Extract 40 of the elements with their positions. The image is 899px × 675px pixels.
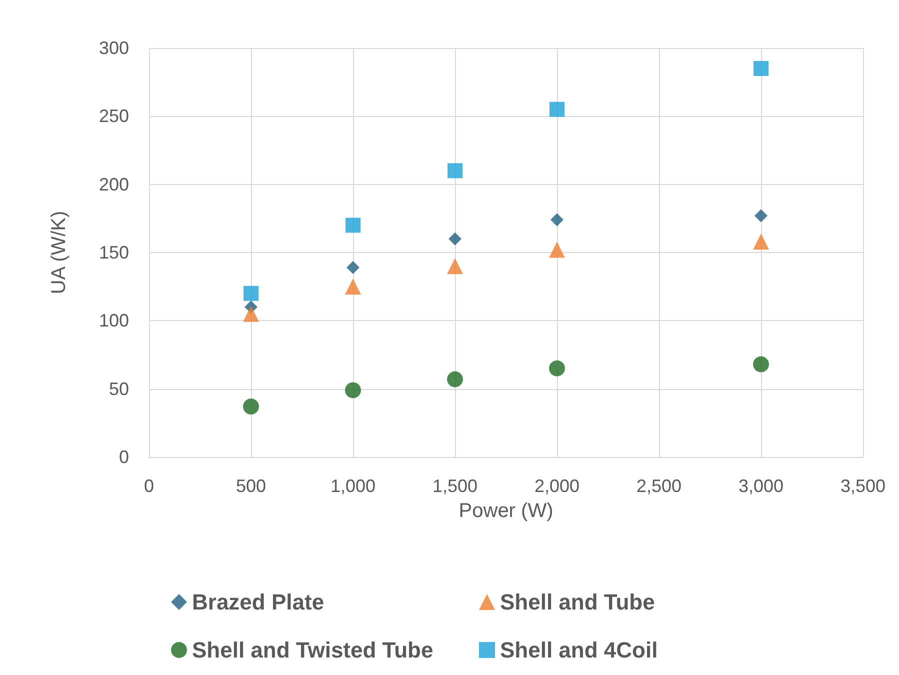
point [754, 209, 768, 222]
point [243, 306, 259, 322]
point [345, 278, 361, 295]
x-tick-label: 3,500 [840, 476, 886, 496]
legend-label: Shell and 4Coil [500, 638, 658, 662]
y-tick-label: 50 [108, 378, 129, 399]
y-tick-label: 200 [98, 174, 129, 194]
point [550, 102, 564, 117]
point [447, 371, 463, 388]
point [244, 286, 258, 301]
x-tick-label: 2,500 [636, 476, 682, 496]
legend-label: Shell and Twisted Tube [192, 638, 434, 662]
y-axis-title: UA (W/K) [48, 210, 70, 294]
y-tick-label: 100 [98, 310, 129, 331]
point [550, 213, 564, 226]
point [448, 163, 462, 178]
legend-label: Brazed Plate [192, 590, 324, 614]
x-tick-label: 0 [144, 476, 154, 496]
x-tick-label: 1,000 [330, 476, 376, 496]
point [447, 258, 463, 274]
point [346, 260, 360, 274]
x-tick-label: 1,500 [432, 476, 478, 496]
x-tick-label: 3,000 [738, 476, 784, 496]
y-tick-label: 150 [98, 242, 129, 262]
x-axis-title: Power (W) [458, 500, 554, 522]
point [753, 356, 769, 372]
x-tick-label: 500 [236, 476, 266, 496]
point [345, 382, 361, 398]
x-tick-label: 2,000 [534, 476, 580, 496]
y-tick-label: 250 [98, 106, 129, 126]
legend-label: Shell and Tube [500, 590, 655, 614]
point [753, 234, 769, 250]
point [448, 232, 462, 246]
point [754, 60, 768, 76]
point [243, 398, 259, 415]
y-tick-label: 0 [118, 447, 129, 467]
y-tick-label: 300 [98, 38, 129, 58]
point [549, 242, 565, 258]
point [346, 218, 360, 233]
point [549, 360, 565, 376]
